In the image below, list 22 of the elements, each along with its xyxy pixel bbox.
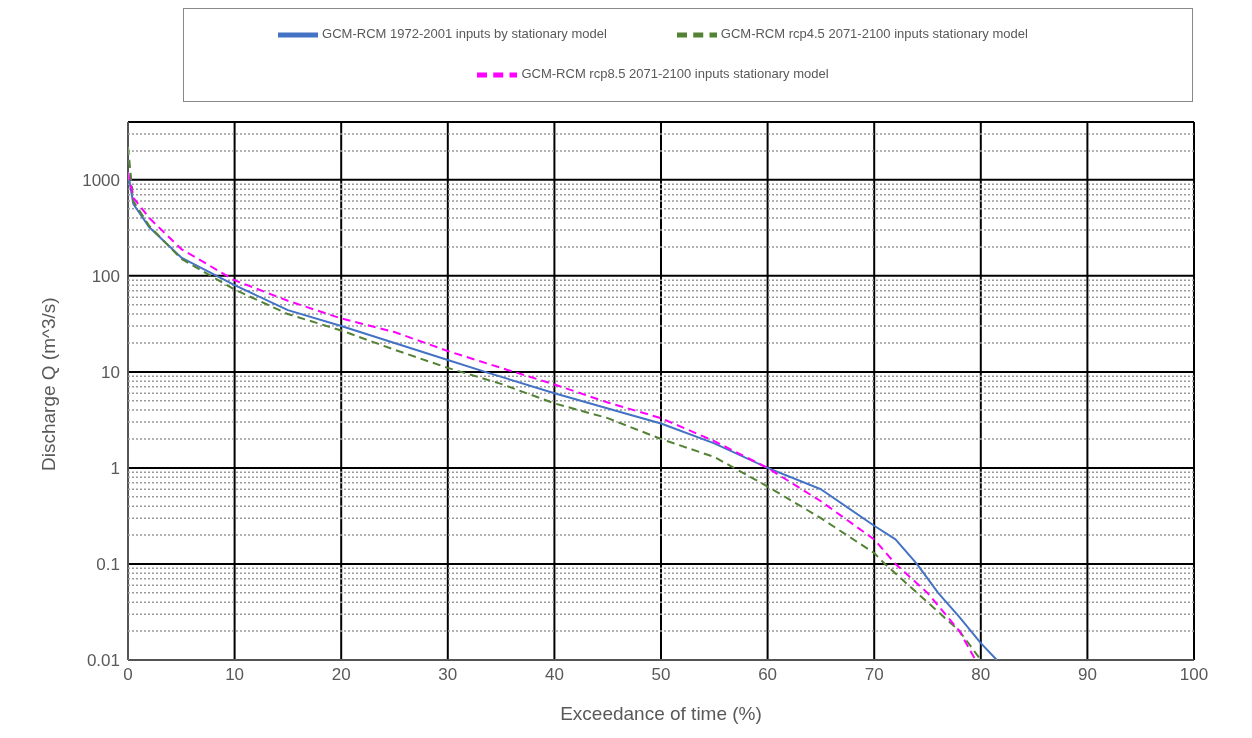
y-tick-label: 1 [110, 458, 120, 478]
legend-label: GCM-RCM rcp8.5 2071-2100 inputs stationary model [521, 66, 829, 82]
x-tick-label: 100 [1179, 665, 1209, 685]
legend-label: GCM-RCM rcp4.5 2071-2100 inputs stationary model [720, 26, 1028, 42]
x-axis-title: Exceedance of time (%) [560, 703, 762, 724]
x-tick-label: 0 [123, 665, 133, 685]
x-tick-label: 10 [225, 665, 245, 685]
x-tick-label: 50 [651, 665, 671, 685]
x-tick-label: 80 [971, 665, 991, 685]
x-tick-label: 70 [864, 665, 884, 685]
y-tick-label: 10 [101, 362, 120, 382]
y-tick-label: 0.1 [96, 555, 120, 574]
y-tick-label: 0.01 [86, 651, 120, 671]
y-axis-title: Discharge Q (m^3/s) [37, 297, 59, 471]
x-tick-label: 90 [1077, 665, 1097, 685]
x-tick-label: 40 [544, 665, 564, 685]
y-tick-label: 100 [91, 266, 120, 286]
legend-label: GCM-RCM 1972-2001 inputs by stationary model [322, 26, 607, 42]
y-tick-label: 1000 [82, 170, 120, 190]
x-tick-label: 60 [758, 665, 778, 685]
x-tick-label: 30 [438, 665, 458, 685]
x-tick-label: 20 [331, 665, 351, 685]
